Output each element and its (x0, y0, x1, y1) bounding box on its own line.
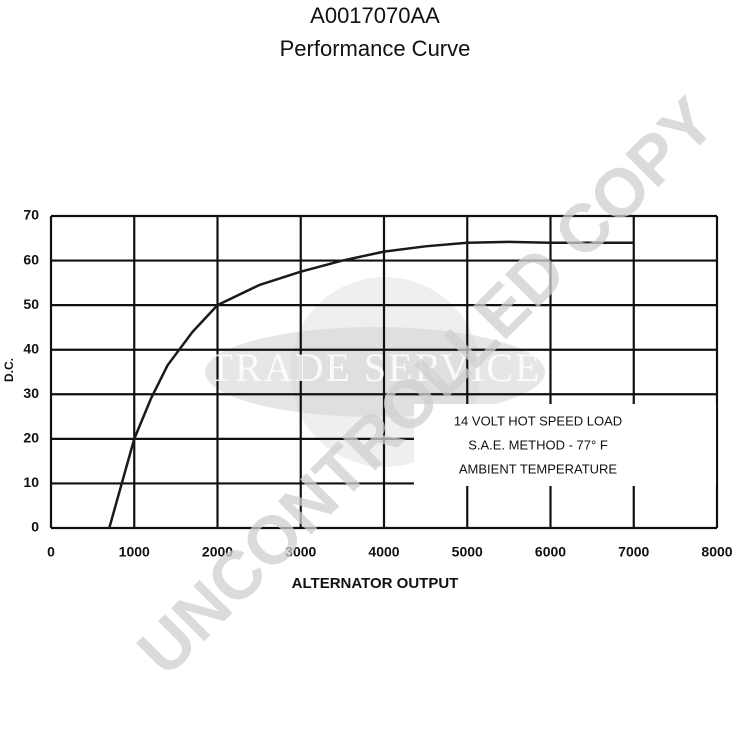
x-tick-label: 0 (47, 544, 55, 560)
x-tick-label: 4000 (368, 544, 399, 560)
x-tick-label: 6000 (535, 544, 566, 560)
chart-subtitle: Performance Curve (280, 36, 471, 61)
annotation: 14 VOLT HOT SPEED LOAD (454, 413, 622, 428)
x-axis-label: ALTERNATOR OUTPUT (292, 575, 459, 592)
y-tick-label: 10 (23, 474, 39, 490)
y-tick-label: 60 (23, 251, 39, 267)
annotation: AMBIENT TEMPERATURE (459, 461, 618, 476)
annotation: S.A.E. METHOD - 77° F (468, 437, 608, 452)
y-axis-label: D.C. (2, 358, 16, 382)
x-tick-label: 3000 (285, 544, 316, 560)
y-tick-label: 30 (23, 385, 39, 401)
annotation-box (414, 404, 716, 486)
x-tick-label: 7000 (618, 544, 649, 560)
curve (108, 240, 634, 529)
y-tick-label: 40 (23, 340, 39, 356)
chart-title: A0017070AA (310, 3, 440, 28)
x-tick-label: 8000 (701, 544, 732, 560)
x-tick-label: 2000 (202, 544, 233, 560)
y-tick-label: 50 (23, 296, 39, 312)
y-tick-label: 0 (31, 519, 39, 535)
y-tick-label: 20 (23, 430, 39, 446)
x-tick-label: 5000 (452, 544, 483, 560)
watermark-text: TRADE SERVICE (209, 345, 542, 390)
y-tick-label: 70 (23, 207, 39, 223)
x-tick-label: 1000 (119, 544, 150, 560)
